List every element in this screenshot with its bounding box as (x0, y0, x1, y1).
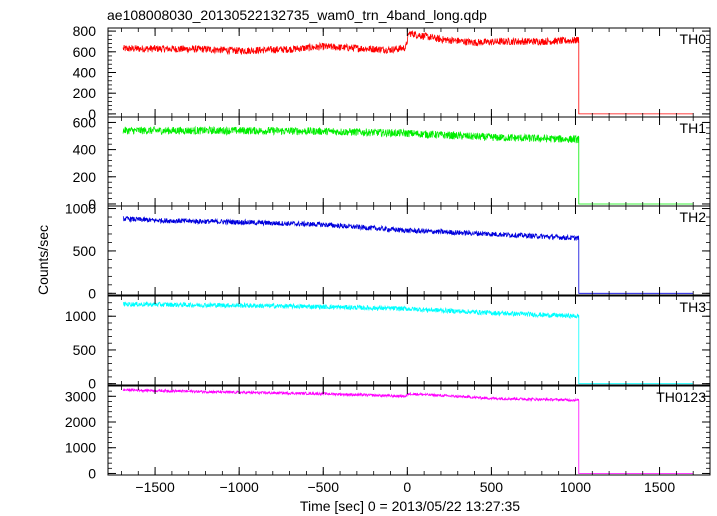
y-tick-label: 1000 (65, 308, 96, 324)
series-line-th0 (122, 30, 694, 115)
panel-frame (107, 385, 711, 476)
panel-label-th3: TH3 (680, 299, 707, 315)
panel-th1: 0 200 400 600 TH1 (73, 114, 711, 212)
panel-label-th0123: TH0123 (656, 389, 706, 405)
x-axis-title: Time [sec] 0 = 2013/05/22 13:27:35 (300, 498, 520, 514)
x-tick-label: −500 (307, 479, 339, 495)
y-tick-label: 0 (88, 465, 96, 481)
panel-frame (107, 205, 711, 296)
y-tick-label: 600 (73, 114, 97, 130)
y-tick-label: 1000 (65, 440, 96, 456)
y-axis-title: Counts/sec (35, 225, 51, 295)
panel-th3: 0 500 1000 TH3 (65, 295, 711, 392)
panels-group: 0 200 400 600 800 TH0 0 200 400 600 TH1 0 500 1000 TH2… (65, 23, 711, 495)
panel-frame (107, 27, 711, 118)
y-tick-label: 0 (88, 376, 96, 392)
panel-label-th1: TH1 (680, 120, 707, 136)
panel-th2: 0 500 1000 TH2 (65, 201, 711, 301)
series-line-th0123 (122, 387, 694, 474)
x-tick-label: 500 (480, 479, 504, 495)
y-tick-label: 0 (88, 196, 96, 212)
x-tick-label: −1000 (219, 479, 259, 495)
panel-label-th2: TH2 (680, 209, 707, 225)
y-tick-label: 400 (73, 65, 97, 81)
chart-title: ae108008030_20130522132735_wam0_trn_4ban… (107, 7, 487, 23)
y-tick-label: 200 (73, 85, 97, 101)
y-tick-label: 500 (73, 243, 97, 259)
x-tick-label: 0 (403, 479, 411, 495)
panel-frame (107, 295, 711, 386)
y-tick-label: 1000 (65, 201, 96, 217)
x-tick-label: −1500 (135, 479, 175, 495)
x-tick-label: 1000 (560, 479, 591, 495)
panel-th0123: 0 1000 2000 3000 TH0123 (65, 385, 711, 481)
y-tick-label: 800 (73, 23, 97, 39)
y-tick-label: 3000 (65, 388, 96, 404)
x-tick-label: 1500 (644, 479, 675, 495)
y-tick-label: 500 (73, 342, 97, 358)
panel-label-th0: TH0 (680, 31, 707, 47)
y-tick-label: 600 (73, 44, 97, 60)
y-tick-label: 2000 (65, 414, 96, 430)
series-line-th2 (122, 216, 694, 294)
panel-th0: 0 200 400 600 800 TH0 (73, 23, 711, 122)
y-tick-label: 200 (73, 169, 97, 185)
y-tick-label: 400 (73, 142, 97, 158)
series-line-th3 (123, 300, 694, 385)
y-tick-label: 0 (88, 285, 96, 301)
series-line-th1 (122, 125, 694, 205)
y-tick-label: 0 (88, 106, 96, 122)
